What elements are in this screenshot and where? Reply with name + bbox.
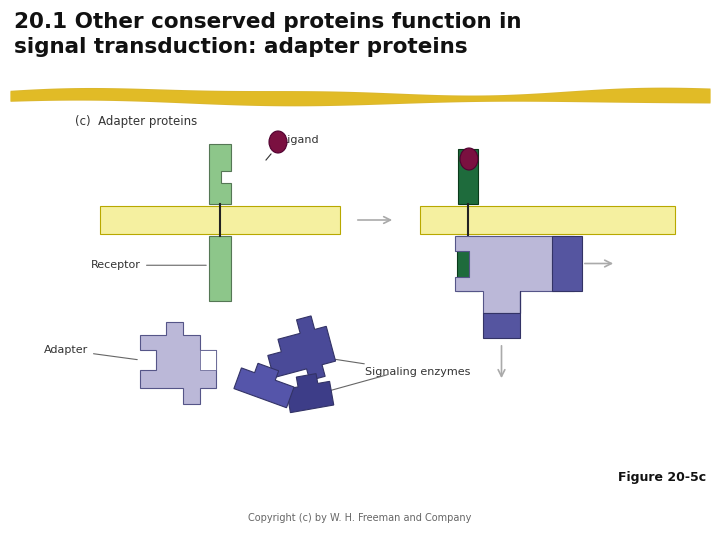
Polygon shape bbox=[483, 291, 520, 338]
Ellipse shape bbox=[460, 148, 478, 170]
Bar bbox=[457, 236, 479, 291]
Polygon shape bbox=[209, 144, 231, 204]
Polygon shape bbox=[455, 236, 574, 313]
Text: Copyright (c) by W. H. Freeman and Company: Copyright (c) by W. H. Freeman and Compa… bbox=[248, 513, 472, 523]
Polygon shape bbox=[140, 322, 216, 404]
Bar bbox=[209, 236, 231, 301]
Polygon shape bbox=[552, 236, 582, 291]
Polygon shape bbox=[234, 363, 294, 408]
Bar bbox=[100, 206, 340, 234]
Ellipse shape bbox=[269, 131, 287, 153]
Text: 20.1 Other conserved proteins function in
signal transduction: adapter proteins: 20.1 Other conserved proteins function i… bbox=[14, 12, 521, 57]
Polygon shape bbox=[268, 316, 336, 381]
Bar bbox=[458, 149, 478, 204]
Text: Figure 20-5c: Figure 20-5c bbox=[618, 471, 706, 484]
Text: Adapter: Adapter bbox=[44, 345, 138, 360]
Text: Signaling enzymes: Signaling enzymes bbox=[323, 357, 470, 377]
Text: Ligand: Ligand bbox=[282, 135, 320, 145]
Text: (c)  Adapter proteins: (c) Adapter proteins bbox=[75, 115, 197, 128]
Polygon shape bbox=[200, 350, 216, 370]
Text: Receptor: Receptor bbox=[91, 260, 206, 270]
Bar bbox=[420, 206, 675, 234]
Polygon shape bbox=[287, 374, 334, 413]
